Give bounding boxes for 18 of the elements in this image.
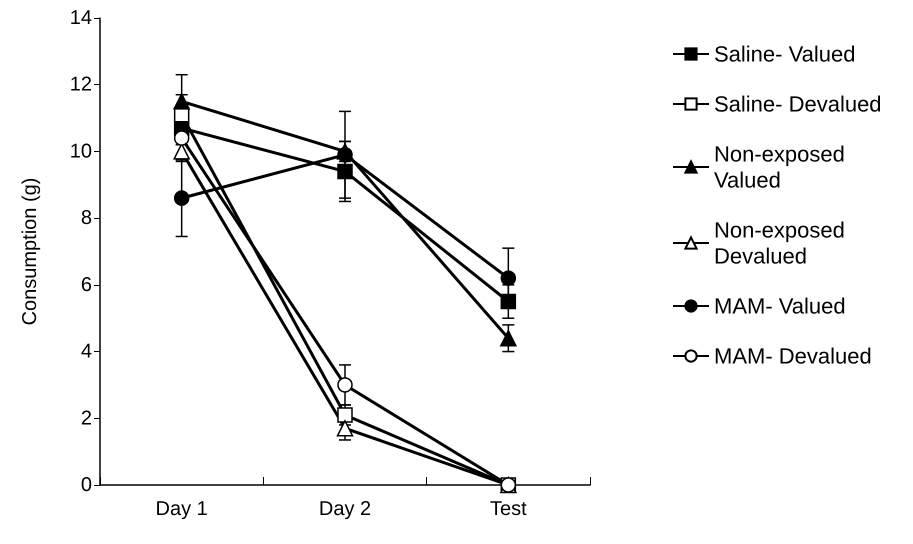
y-tick-label: 0 [80, 474, 92, 496]
legend-label: Non-exposed Devalued [714, 218, 851, 268]
y-tick-label: 2 [80, 407, 92, 430]
legend-label: MAM- Valued [714, 294, 846, 318]
y-axis-title: Consumption (g) [19, 178, 41, 326]
x-tick-label: Day 2 [318, 498, 372, 520]
legend-label: Non-exposed Valued [714, 142, 851, 192]
legend-label: Saline- Valued [714, 42, 856, 66]
legend-label: MAM- Devalued [714, 344, 872, 368]
y-tick-label: 12 [70, 74, 92, 96]
y-tick-label: 8 [80, 207, 92, 230]
x-tick-label: Test [490, 498, 528, 520]
y-tick-label: 4 [80, 340, 92, 363]
x-tick-label: Day 1 [156, 498, 208, 520]
y-tick-label: 14 [70, 7, 92, 29]
y-tick-label: 10 [70, 140, 92, 162]
y-tick-label: 6 [80, 274, 92, 296]
legend-label: Saline- Devalued [714, 92, 882, 116]
